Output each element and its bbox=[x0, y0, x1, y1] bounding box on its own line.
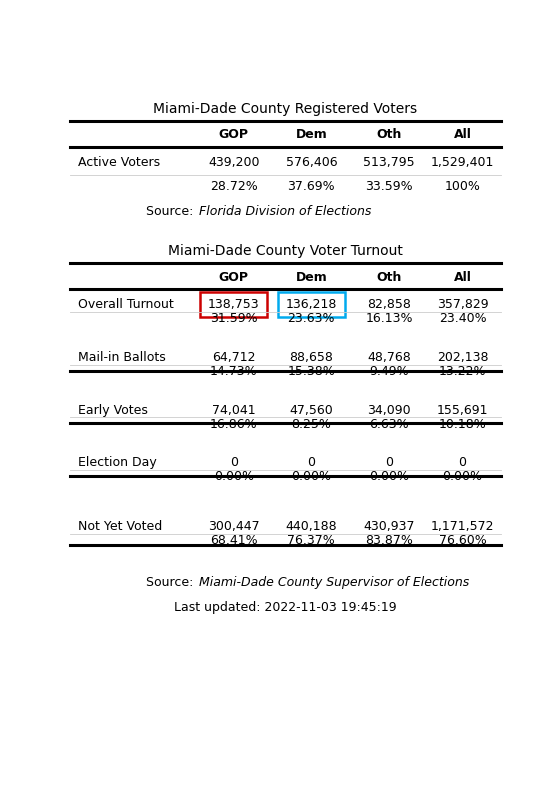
Text: Miami-Dade County Voter Turnout: Miami-Dade County Voter Turnout bbox=[168, 244, 403, 258]
Text: Active Voters: Active Voters bbox=[78, 156, 160, 169]
Text: 13.22%: 13.22% bbox=[439, 365, 486, 377]
Text: Overall Turnout: Overall Turnout bbox=[78, 298, 174, 311]
Text: 88,658: 88,658 bbox=[290, 351, 333, 364]
Text: 34,090: 34,090 bbox=[367, 403, 411, 417]
Text: Early Votes: Early Votes bbox=[78, 403, 148, 417]
Text: 513,795: 513,795 bbox=[363, 156, 415, 169]
Text: 1,171,572: 1,171,572 bbox=[431, 520, 494, 533]
Text: 0: 0 bbox=[385, 456, 393, 470]
Text: Election Day: Election Day bbox=[78, 456, 157, 470]
Text: 15.38%: 15.38% bbox=[287, 365, 335, 377]
Text: 0.00%: 0.00% bbox=[369, 470, 409, 483]
Text: 64,712: 64,712 bbox=[212, 351, 256, 364]
Text: 300,447: 300,447 bbox=[208, 520, 260, 533]
Text: Miami-Dade County Registered Voters: Miami-Dade County Registered Voters bbox=[153, 102, 418, 116]
Text: 440,188: 440,188 bbox=[286, 520, 337, 533]
Text: 357,829: 357,829 bbox=[437, 298, 488, 311]
Text: 74,041: 74,041 bbox=[212, 403, 256, 417]
Text: 8.25%: 8.25% bbox=[291, 418, 331, 430]
Text: 202,138: 202,138 bbox=[437, 351, 488, 364]
Text: 33.59%: 33.59% bbox=[365, 180, 413, 193]
Text: 430,937: 430,937 bbox=[363, 520, 415, 533]
Text: 0.00%: 0.00% bbox=[291, 470, 331, 483]
Text: 31.59%: 31.59% bbox=[210, 312, 257, 325]
Text: 0.00%: 0.00% bbox=[214, 470, 253, 483]
Text: Oth: Oth bbox=[377, 128, 402, 141]
Text: 48,768: 48,768 bbox=[367, 351, 411, 364]
Text: 9.49%: 9.49% bbox=[369, 365, 409, 377]
Text: 28.72%: 28.72% bbox=[210, 180, 257, 193]
Text: 138,753: 138,753 bbox=[208, 298, 260, 311]
Text: 439,200: 439,200 bbox=[208, 156, 260, 169]
Text: Source:: Source: bbox=[145, 205, 197, 218]
Text: 14.73%: 14.73% bbox=[210, 365, 257, 377]
Text: 16.13%: 16.13% bbox=[365, 312, 413, 325]
Text: 6.63%: 6.63% bbox=[369, 418, 409, 430]
Text: 0: 0 bbox=[458, 456, 466, 470]
Text: 23.40%: 23.40% bbox=[438, 312, 486, 325]
Text: Last updated: 2022-11-03 19:45:19: Last updated: 2022-11-03 19:45:19 bbox=[174, 600, 397, 614]
Text: 23.63%: 23.63% bbox=[287, 312, 335, 325]
Text: 1,529,401: 1,529,401 bbox=[431, 156, 494, 169]
Text: 76.60%: 76.60% bbox=[438, 534, 486, 547]
Text: 10.18%: 10.18% bbox=[438, 418, 486, 430]
Text: Oth: Oth bbox=[377, 271, 402, 284]
Text: Dem: Dem bbox=[295, 271, 328, 284]
Text: 0: 0 bbox=[229, 456, 238, 470]
Text: 83.87%: 83.87% bbox=[365, 534, 413, 547]
Text: 0.00%: 0.00% bbox=[442, 470, 482, 483]
Text: All: All bbox=[453, 271, 471, 284]
Text: Dem: Dem bbox=[295, 128, 328, 141]
Text: 136,218: 136,218 bbox=[286, 298, 337, 311]
Text: 16.86%: 16.86% bbox=[210, 418, 257, 430]
Text: Mail-in Ballots: Mail-in Ballots bbox=[78, 351, 166, 364]
Text: GOP: GOP bbox=[219, 128, 248, 141]
Text: 0: 0 bbox=[307, 456, 315, 470]
Text: Florida Division of Elections: Florida Division of Elections bbox=[199, 205, 372, 218]
Text: 82,858: 82,858 bbox=[367, 298, 411, 311]
Text: 155,691: 155,691 bbox=[437, 403, 488, 417]
Text: All: All bbox=[453, 128, 471, 141]
Text: 47,560: 47,560 bbox=[290, 403, 333, 417]
Text: 100%: 100% bbox=[444, 180, 480, 193]
Text: Not Yet Voted: Not Yet Voted bbox=[78, 520, 163, 533]
Text: Miami-Dade County Supervisor of Elections: Miami-Dade County Supervisor of Election… bbox=[199, 576, 470, 589]
Text: 37.69%: 37.69% bbox=[287, 180, 335, 193]
Text: 576,406: 576,406 bbox=[286, 156, 337, 169]
Text: 68.41%: 68.41% bbox=[210, 534, 257, 547]
Text: GOP: GOP bbox=[219, 271, 248, 284]
Text: Source:: Source: bbox=[145, 576, 197, 589]
Text: 76.37%: 76.37% bbox=[287, 534, 335, 547]
